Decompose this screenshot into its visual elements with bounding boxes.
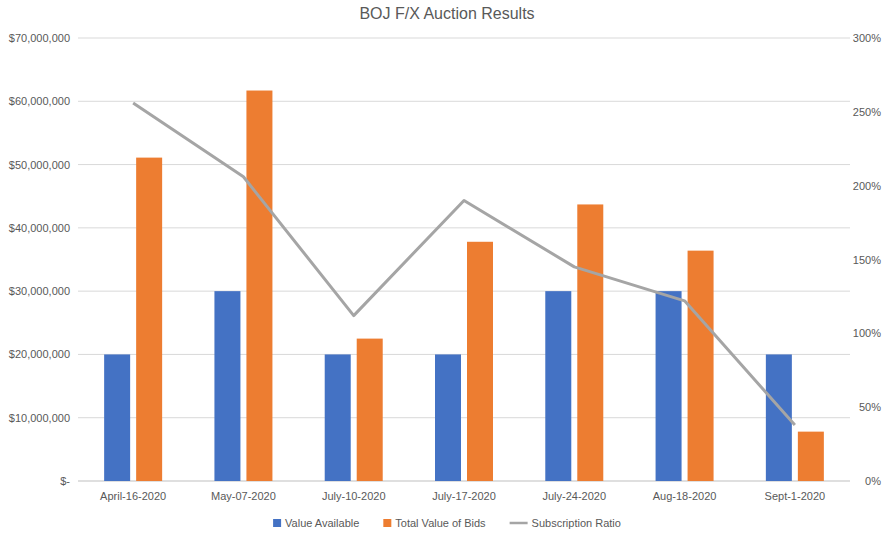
legend-item: Total Value of Bids: [383, 517, 486, 529]
y2-tick-label: 50%: [859, 401, 881, 413]
legend-label: Value Available: [285, 517, 359, 529]
y2-tick-label: 100%: [853, 327, 881, 339]
legend-label: Total Value of Bids: [395, 517, 486, 529]
x-tick-label: July-10-2020: [322, 490, 386, 502]
line: [133, 103, 795, 425]
bar: [246, 91, 272, 481]
bar: [656, 291, 682, 481]
legend-label: Subscription Ratio: [532, 517, 621, 529]
bar: [688, 251, 714, 481]
legend-swatch: [383, 519, 391, 527]
y-tick-label: $40,000,000: [9, 222, 70, 234]
y2-tick-label: 150%: [853, 254, 881, 266]
bar: [325, 354, 351, 481]
legend-item: Subscription Ratio: [510, 517, 621, 529]
y-tick-label: $10,000,000: [9, 412, 70, 424]
bar: [577, 204, 603, 481]
y2-tick: [850, 407, 853, 408]
bar: [435, 354, 461, 481]
y2-tick: [850, 481, 853, 482]
legend-swatch: [510, 522, 528, 525]
legend-item: Value Available: [273, 517, 359, 529]
legend-swatch: [273, 519, 281, 527]
grid-line: [78, 227, 850, 228]
x-tick-label: July-17-2020: [432, 490, 496, 502]
grid-line: [78, 101, 850, 102]
bar: [545, 291, 571, 481]
bar: [357, 339, 383, 481]
y2-tick-label: 250%: [853, 106, 881, 118]
grid-line: [78, 38, 850, 39]
bar: [798, 432, 824, 481]
y-tick-label: $30,000,000: [9, 285, 70, 297]
x-tick-label: July-24-2020: [542, 490, 606, 502]
bar: [136, 158, 162, 481]
bar: [467, 242, 493, 481]
bar: [104, 354, 130, 481]
x-tick-label: May-07-2020: [211, 490, 276, 502]
x-tick-label: Aug-18-2020: [653, 490, 717, 502]
grid-line: [78, 291, 850, 292]
bar: [214, 291, 240, 481]
title: BOJ F/X Auction Results: [359, 5, 534, 22]
y2-tick-label: 200%: [853, 180, 881, 192]
y2-tick-label: 300%: [853, 32, 881, 44]
y-tick-label: $-: [60, 475, 70, 487]
y-tick-label: $50,000,000: [9, 159, 70, 171]
y-tick-label: $20,000,000: [9, 348, 70, 360]
x-tick-label: April-16-2020: [100, 490, 166, 502]
legend: Value Available Total Value of Bids Subscr…: [273, 517, 621, 529]
grid-line: [78, 417, 850, 418]
chart: BOJ F/X Auction Results $- $10,000,000 $20,…: [0, 0, 894, 538]
y2-tick-label: 0%: [865, 475, 881, 487]
y-tick-label: $60,000,000: [9, 95, 70, 107]
grid-line: [78, 481, 850, 482]
grid-line: [78, 164, 850, 165]
plot-marks: [104, 91, 824, 481]
y-tick-label: $70,000,000: [9, 32, 70, 44]
x-tick-label: Sept-1-2020: [765, 490, 826, 502]
